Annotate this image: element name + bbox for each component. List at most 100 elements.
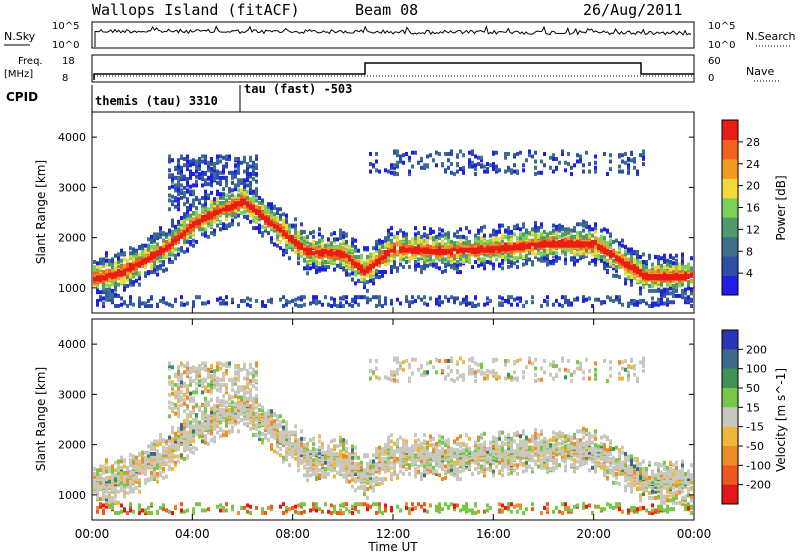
power-cell: [297, 254, 300, 259]
power-cell: [633, 263, 636, 268]
power-cell: [528, 238, 531, 243]
power-cell: [390, 232, 393, 237]
power-cell: [372, 261, 375, 266]
power-cell: [576, 246, 579, 251]
power-cell: [231, 213, 234, 218]
power-cell: [216, 175, 219, 180]
power-cell: [438, 232, 441, 237]
velocity-cell: [111, 472, 114, 477]
power-cell: [612, 248, 615, 253]
velocity-cell: [120, 509, 123, 514]
power-cell: [351, 297, 354, 302]
power-cell: [129, 278, 132, 283]
power-cell: [216, 154, 219, 159]
velocity-cell: [243, 405, 246, 410]
power-cell: [651, 262, 654, 267]
power-cell: [474, 236, 477, 241]
velocity-cell: [165, 474, 168, 479]
power-cell: [315, 258, 318, 263]
velocity-cell: [207, 414, 210, 419]
power-cell: [339, 253, 342, 258]
power-cell: [264, 226, 267, 231]
velocity-cell: [234, 390, 237, 395]
velocity-cell: [258, 436, 261, 441]
power-cell: [300, 295, 303, 300]
power-cell: [456, 162, 459, 167]
power-cell: [471, 149, 474, 154]
power-cell: [222, 222, 225, 227]
velocity-cell: [273, 435, 276, 440]
velocity-cell: [204, 409, 207, 414]
power-cell: [264, 204, 267, 209]
power-cell: [654, 288, 657, 293]
power-cell: [222, 301, 225, 306]
velocity-cell: [168, 400, 171, 405]
power-cell: [105, 262, 108, 267]
velocity-cell: [174, 431, 177, 436]
power-cell: [366, 246, 369, 251]
power-cell: [630, 272, 633, 277]
power-cell: [321, 252, 324, 257]
power-cell: [420, 268, 423, 273]
power-cell: [582, 234, 585, 239]
velocity-cell: [156, 449, 159, 454]
power-cell: [198, 167, 201, 172]
power-cell: [99, 297, 102, 302]
power-cell: [192, 222, 195, 227]
power-cell: [282, 252, 285, 257]
power-cell: [114, 253, 117, 258]
power-cell: [651, 296, 654, 301]
power-cell: [183, 156, 186, 161]
power-cell: [171, 194, 174, 199]
velocity-cell: [252, 379, 255, 384]
power-cell: [309, 254, 312, 259]
power-cell: [453, 266, 456, 271]
power-cell: [153, 263, 156, 268]
power-cell: [570, 231, 573, 236]
power-cell: [681, 258, 684, 263]
power-cell: [186, 216, 189, 221]
power-cell: [507, 151, 510, 156]
power-cell: [528, 149, 531, 154]
power-cell: [312, 251, 315, 256]
velocity-cell: [192, 399, 195, 404]
velocity-cell: [231, 415, 234, 420]
velocity-cell: [213, 375, 216, 380]
power-cell: [630, 270, 633, 275]
power-cell: [195, 209, 198, 214]
power-cell: [171, 233, 174, 238]
power-cell: [120, 252, 123, 257]
velocity-cell: [216, 396, 219, 401]
power-cell: [519, 232, 522, 237]
power-cell: [384, 270, 387, 275]
power-cell: [228, 170, 231, 175]
power-cell: [99, 261, 102, 266]
velocity-cell: [147, 510, 150, 515]
power-cell: [435, 301, 438, 306]
velocity-cell: [126, 478, 129, 483]
power-cell: [141, 301, 144, 306]
velocity-cell: [114, 492, 117, 497]
power-cell: [621, 169, 624, 174]
power-cell: [213, 228, 216, 233]
velocity-cell: [198, 363, 201, 368]
power-cell: [360, 295, 363, 300]
power-cell: [255, 179, 258, 184]
power-cell: [216, 204, 219, 209]
power-cell: [300, 251, 303, 256]
power-cell: [270, 209, 273, 214]
velocity-cell: [192, 424, 195, 429]
power-cell: [327, 265, 330, 270]
velocity-cell: [138, 503, 141, 508]
velocity-cell: [102, 470, 105, 475]
power-cell: [198, 295, 201, 300]
power-cell: [252, 160, 255, 165]
velocity-cell: [231, 382, 234, 387]
velocity-cell: [102, 480, 105, 485]
velocity-cell: [174, 504, 177, 509]
velocity-cell: [222, 407, 225, 412]
freq-right-tick-top: 60: [708, 56, 721, 67]
power-cell: [228, 189, 231, 194]
power-cell: [222, 209, 225, 214]
power-cell: [585, 252, 588, 257]
